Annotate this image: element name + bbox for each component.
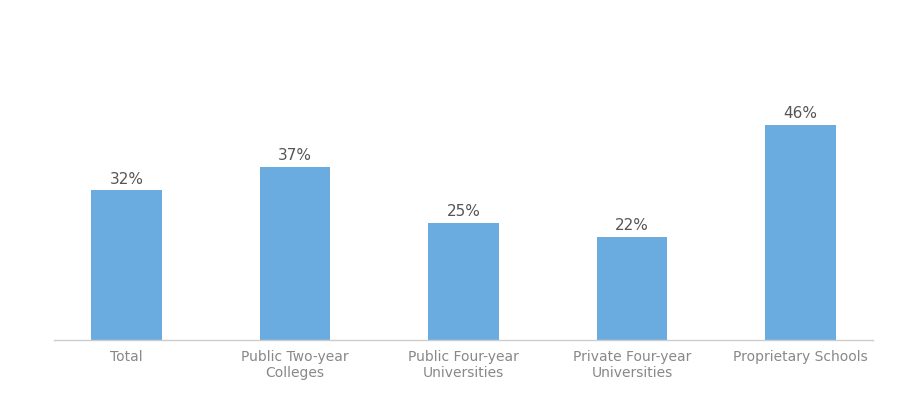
Text: 37%: 37%	[278, 148, 312, 163]
Text: 32%: 32%	[110, 172, 144, 187]
Bar	[765, 125, 836, 340]
Text: 25%: 25%	[446, 205, 481, 220]
Bar	[91, 190, 162, 340]
Text: 46%: 46%	[783, 106, 817, 121]
Text: 22%: 22%	[615, 218, 649, 234]
Bar	[428, 223, 499, 340]
Bar	[597, 237, 667, 340]
Bar	[260, 167, 330, 340]
